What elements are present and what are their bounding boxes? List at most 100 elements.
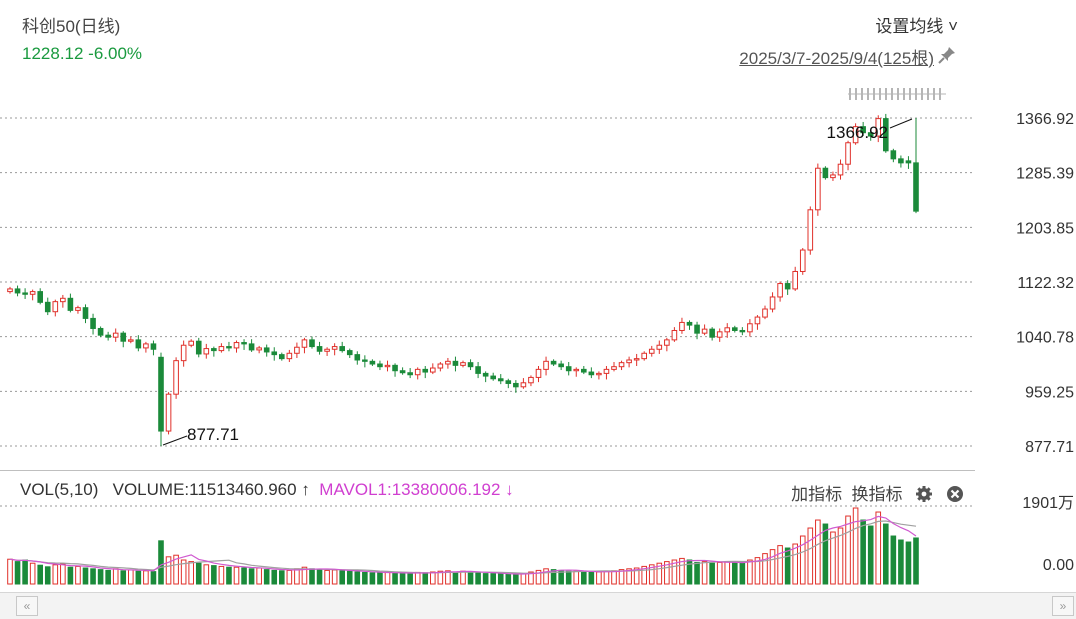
candle-body — [656, 344, 663, 350]
volume-bar — [686, 559, 693, 585]
candle-body — [14, 288, 21, 294]
volume-bar — [211, 565, 217, 585]
volume-bar — [633, 567, 640, 585]
volume-bar — [362, 571, 368, 585]
price-tick-label: 877.71 — [1025, 439, 1074, 456]
volume-tools: 加指标 换指标 — [791, 480, 964, 505]
volume-bar — [830, 531, 836, 585]
price-tick-label: 959.25 — [1025, 384, 1074, 401]
price-tick-label: 1203.85 — [1016, 220, 1074, 237]
candle-body — [143, 343, 149, 349]
volume-bar — [799, 535, 806, 585]
candle-body — [407, 372, 413, 376]
volume-bar — [641, 565, 648, 585]
scroll-left-button[interactable]: « — [16, 596, 38, 616]
ma-settings-dropdown[interactable]: 设置均线 ˅ — [875, 12, 958, 37]
date-range[interactable]: 2025/3/7-2025/9/4(125根) — [739, 49, 934, 68]
volume-bar — [354, 571, 361, 585]
volume-ma-lines — [9, 515, 917, 575]
candle-body — [724, 327, 731, 333]
volume-bar — [618, 569, 625, 585]
price-tick-label: 1040.78 — [1016, 330, 1074, 347]
candle-body — [641, 352, 648, 360]
volume-bar — [482, 573, 489, 585]
candle-body — [845, 142, 851, 165]
candle-body — [112, 332, 119, 338]
volume-bar — [784, 547, 791, 585]
volume-bar — [414, 571, 421, 585]
volume-bar — [913, 537, 919, 585]
candle-body — [75, 307, 81, 311]
candle-body — [248, 343, 255, 351]
candle-body — [52, 301, 59, 313]
volume-bar — [754, 557, 761, 585]
volume-bar — [7, 558, 13, 585]
candle-body — [60, 297, 66, 303]
volume-bar — [467, 571, 474, 585]
candle-body — [528, 376, 534, 384]
candle-body — [414, 368, 421, 376]
gear-icon[interactable] — [915, 485, 933, 503]
candle-body — [29, 291, 36, 295]
volume-bar — [890, 535, 897, 585]
volume-bar — [588, 571, 595, 585]
volume-bar — [611, 570, 617, 585]
volume-bar — [898, 539, 904, 585]
candle-body — [875, 118, 882, 137]
annotation-arrow — [162, 435, 188, 446]
scroll-bar[interactable] — [0, 592, 1076, 619]
candle-body — [860, 126, 866, 134]
volume-indicator-name: VOL(5,10) — [20, 480, 99, 499]
volume-bar — [294, 568, 300, 585]
scroll-right-button[interactable]: » — [1052, 596, 1074, 616]
candle-body — [158, 356, 164, 432]
candle-body — [467, 362, 474, 368]
volume-bar — [445, 570, 451, 585]
volume-bar — [664, 561, 670, 585]
pin-icon[interactable] — [936, 44, 958, 66]
candle-body — [716, 331, 723, 338]
candle-body — [445, 360, 451, 365]
volume-bar — [105, 569, 111, 585]
candle-body — [180, 344, 187, 362]
candle-body — [263, 347, 270, 353]
close-icon[interactable] — [946, 485, 964, 503]
candle-body — [301, 339, 308, 348]
candle-body — [128, 339, 134, 342]
volume-bar — [241, 567, 247, 585]
volume-bar — [671, 559, 678, 585]
period-marker — [848, 88, 946, 100]
volume-bar — [97, 569, 104, 585]
volume-bar — [709, 562, 715, 585]
switch-indicator-button[interactable]: 换指标 — [851, 485, 903, 504]
candle-body — [573, 368, 580, 372]
candle-body — [565, 366, 572, 372]
candle-body — [505, 380, 512, 384]
candle-body — [294, 346, 300, 354]
volume-bar — [648, 564, 655, 585]
volume-bar — [762, 553, 768, 585]
candle-body — [437, 363, 444, 369]
candle-body — [648, 348, 655, 354]
volume-bar — [694, 561, 700, 585]
candle-body — [22, 292, 28, 295]
candle-body — [226, 346, 232, 349]
volume-bar — [44, 566, 51, 585]
add-indicator-button[interactable]: 加指标 — [791, 485, 843, 504]
candle-body — [422, 368, 429, 373]
volume-legend: VOL(5,10) VOLUME:11513460.960 ↑ MAVOL1:1… — [20, 480, 514, 500]
candle-body — [346, 350, 353, 356]
volume-bar — [377, 572, 383, 585]
volume-bar — [520, 573, 527, 585]
candle-body — [754, 316, 761, 325]
candle-body — [898, 158, 904, 164]
volume-bar — [701, 561, 708, 585]
volume-bar — [543, 568, 549, 585]
candle-body — [309, 339, 315, 348]
volume-bar — [460, 570, 466, 585]
volume-bar — [346, 570, 353, 585]
volume-bar — [732, 561, 738, 585]
candle-body — [603, 368, 610, 374]
volume-bar — [180, 559, 187, 585]
